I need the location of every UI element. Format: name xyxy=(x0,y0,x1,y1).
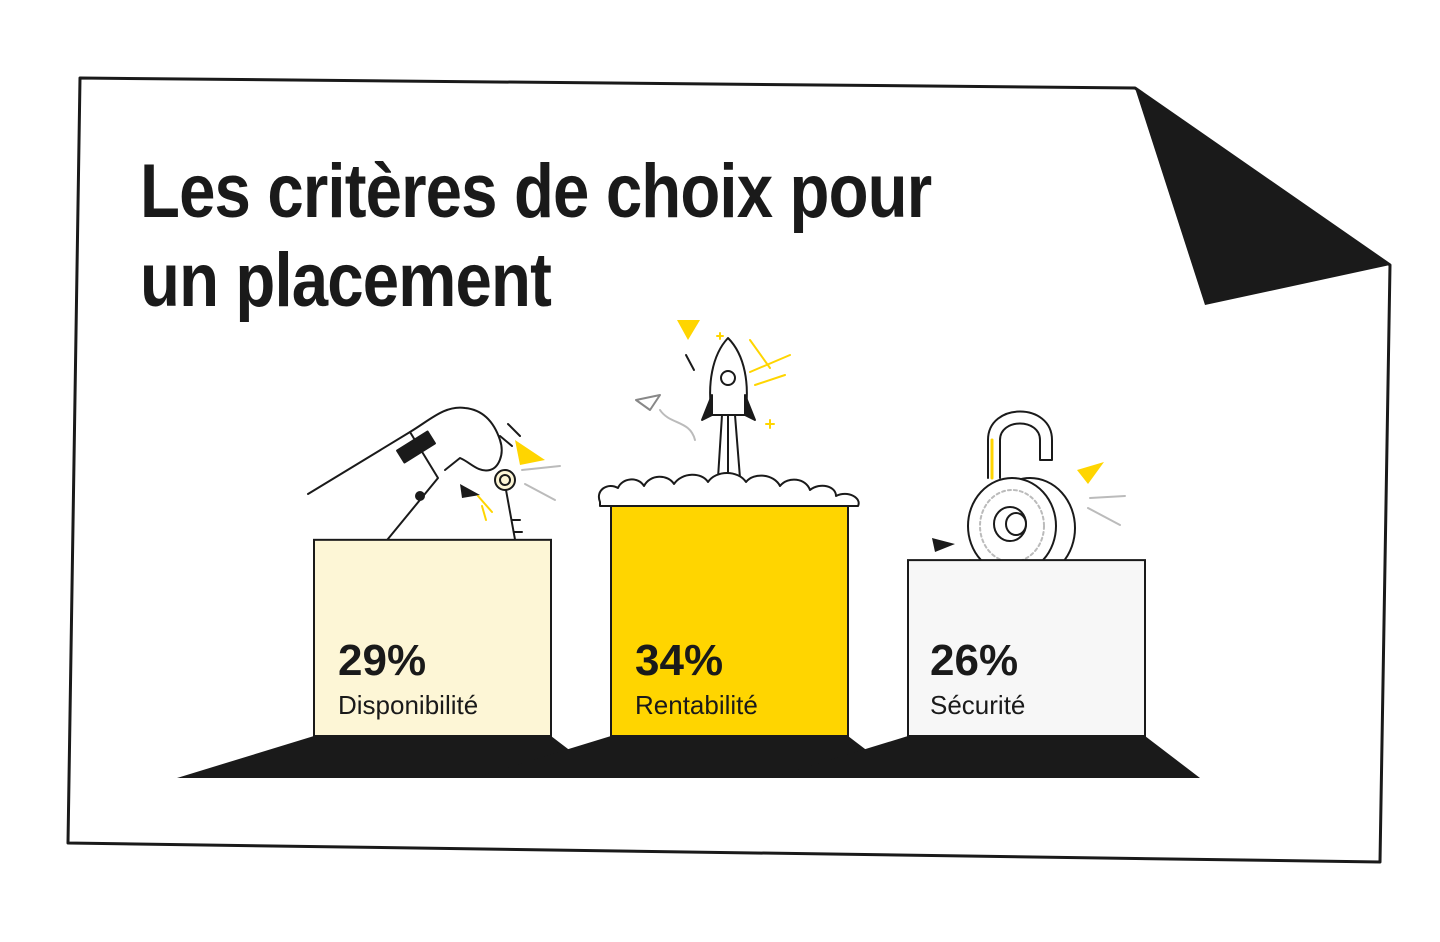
bar-disponibilite xyxy=(313,538,552,738)
title-line-1: Les critères de choix pour xyxy=(140,149,932,234)
podium-base-securite xyxy=(771,736,1200,778)
bar-value-disponibilite: 29% xyxy=(338,636,427,685)
podium-base-rentabilite xyxy=(474,736,903,778)
bar-securite xyxy=(907,559,1146,738)
hand-key-icon xyxy=(307,406,561,546)
bar-value-rentabilite: 34% xyxy=(635,636,724,685)
bar-value-securite: 26% xyxy=(930,636,1019,685)
page-title: Les critères de choix pour un placement xyxy=(140,148,1043,326)
bars-layer xyxy=(177,505,1200,778)
title-line-2: un placement xyxy=(140,237,552,323)
bar-rentabilite xyxy=(610,505,849,737)
bar-label-rentabilite: Rentabilité xyxy=(635,690,758,720)
podium-base-disponibilite xyxy=(177,736,606,778)
folded-corner xyxy=(1135,88,1390,305)
rocket-icon xyxy=(597,320,860,507)
padlock-icon xyxy=(932,408,1126,589)
bar-label-disponibilite: Disponibilité xyxy=(338,690,479,720)
bar-label-securite: Sécurité xyxy=(930,690,1026,720)
